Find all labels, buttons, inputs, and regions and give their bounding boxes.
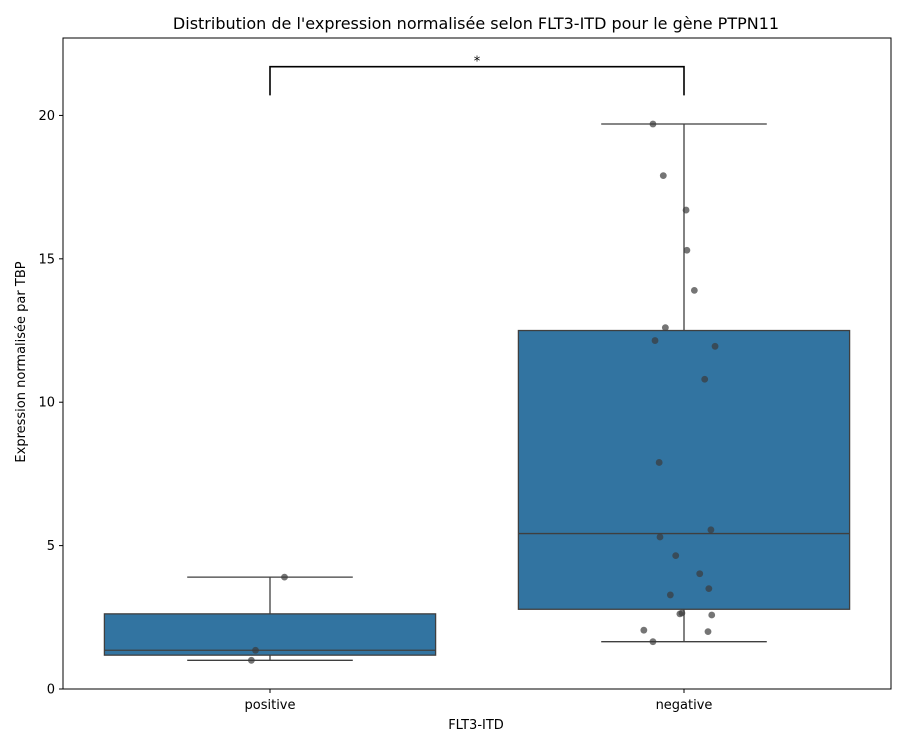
data-point [666, 591, 674, 599]
y-tick-label: 10 [38, 396, 55, 411]
y-tick-label: 0 [47, 683, 55, 698]
data-point [672, 552, 680, 560]
data-point [705, 585, 713, 593]
y-axis-label: Expression normalisée par TBP [14, 261, 29, 462]
y-tick-label: 15 [38, 252, 55, 267]
data-point [252, 646, 259, 654]
data-point [656, 533, 664, 541]
data-point [707, 526, 715, 534]
data-point [690, 286, 698, 294]
iqr-box [103, 613, 437, 656]
x-axis-label: FLT3-ITD [448, 718, 504, 733]
plot-frame [62, 37, 892, 690]
data-point [649, 638, 657, 646]
data-point [661, 324, 669, 332]
data-point [701, 375, 709, 383]
box-negative [517, 123, 851, 643]
data-point [682, 206, 690, 214]
data-point [711, 342, 719, 350]
chart-title: Distribution de l'expression normalisée … [173, 14, 779, 33]
data-point [651, 337, 659, 344]
data-point [708, 611, 716, 619]
iqr-box [517, 329, 851, 610]
y-tick-label: 5 [47, 539, 55, 554]
data-point [696, 570, 704, 578]
y-tick-label: 20 [38, 109, 55, 124]
x-tick-label: negative [656, 698, 713, 713]
data-point [281, 573, 288, 581]
data-point [649, 120, 657, 128]
data-point [655, 459, 663, 466]
x-tick-label: positive [245, 698, 296, 713]
data-point [683, 246, 691, 254]
data-point [640, 626, 648, 634]
data-point [659, 172, 667, 180]
data-point [247, 656, 255, 664]
significance-label: * [474, 55, 481, 70]
plot-area: 0 5 10 15 20 positive negative * [38, 37, 892, 713]
data-point [704, 628, 712, 636]
box-positive [103, 576, 437, 661]
data-point [676, 610, 684, 618]
significance-bracket [269, 65, 685, 96]
